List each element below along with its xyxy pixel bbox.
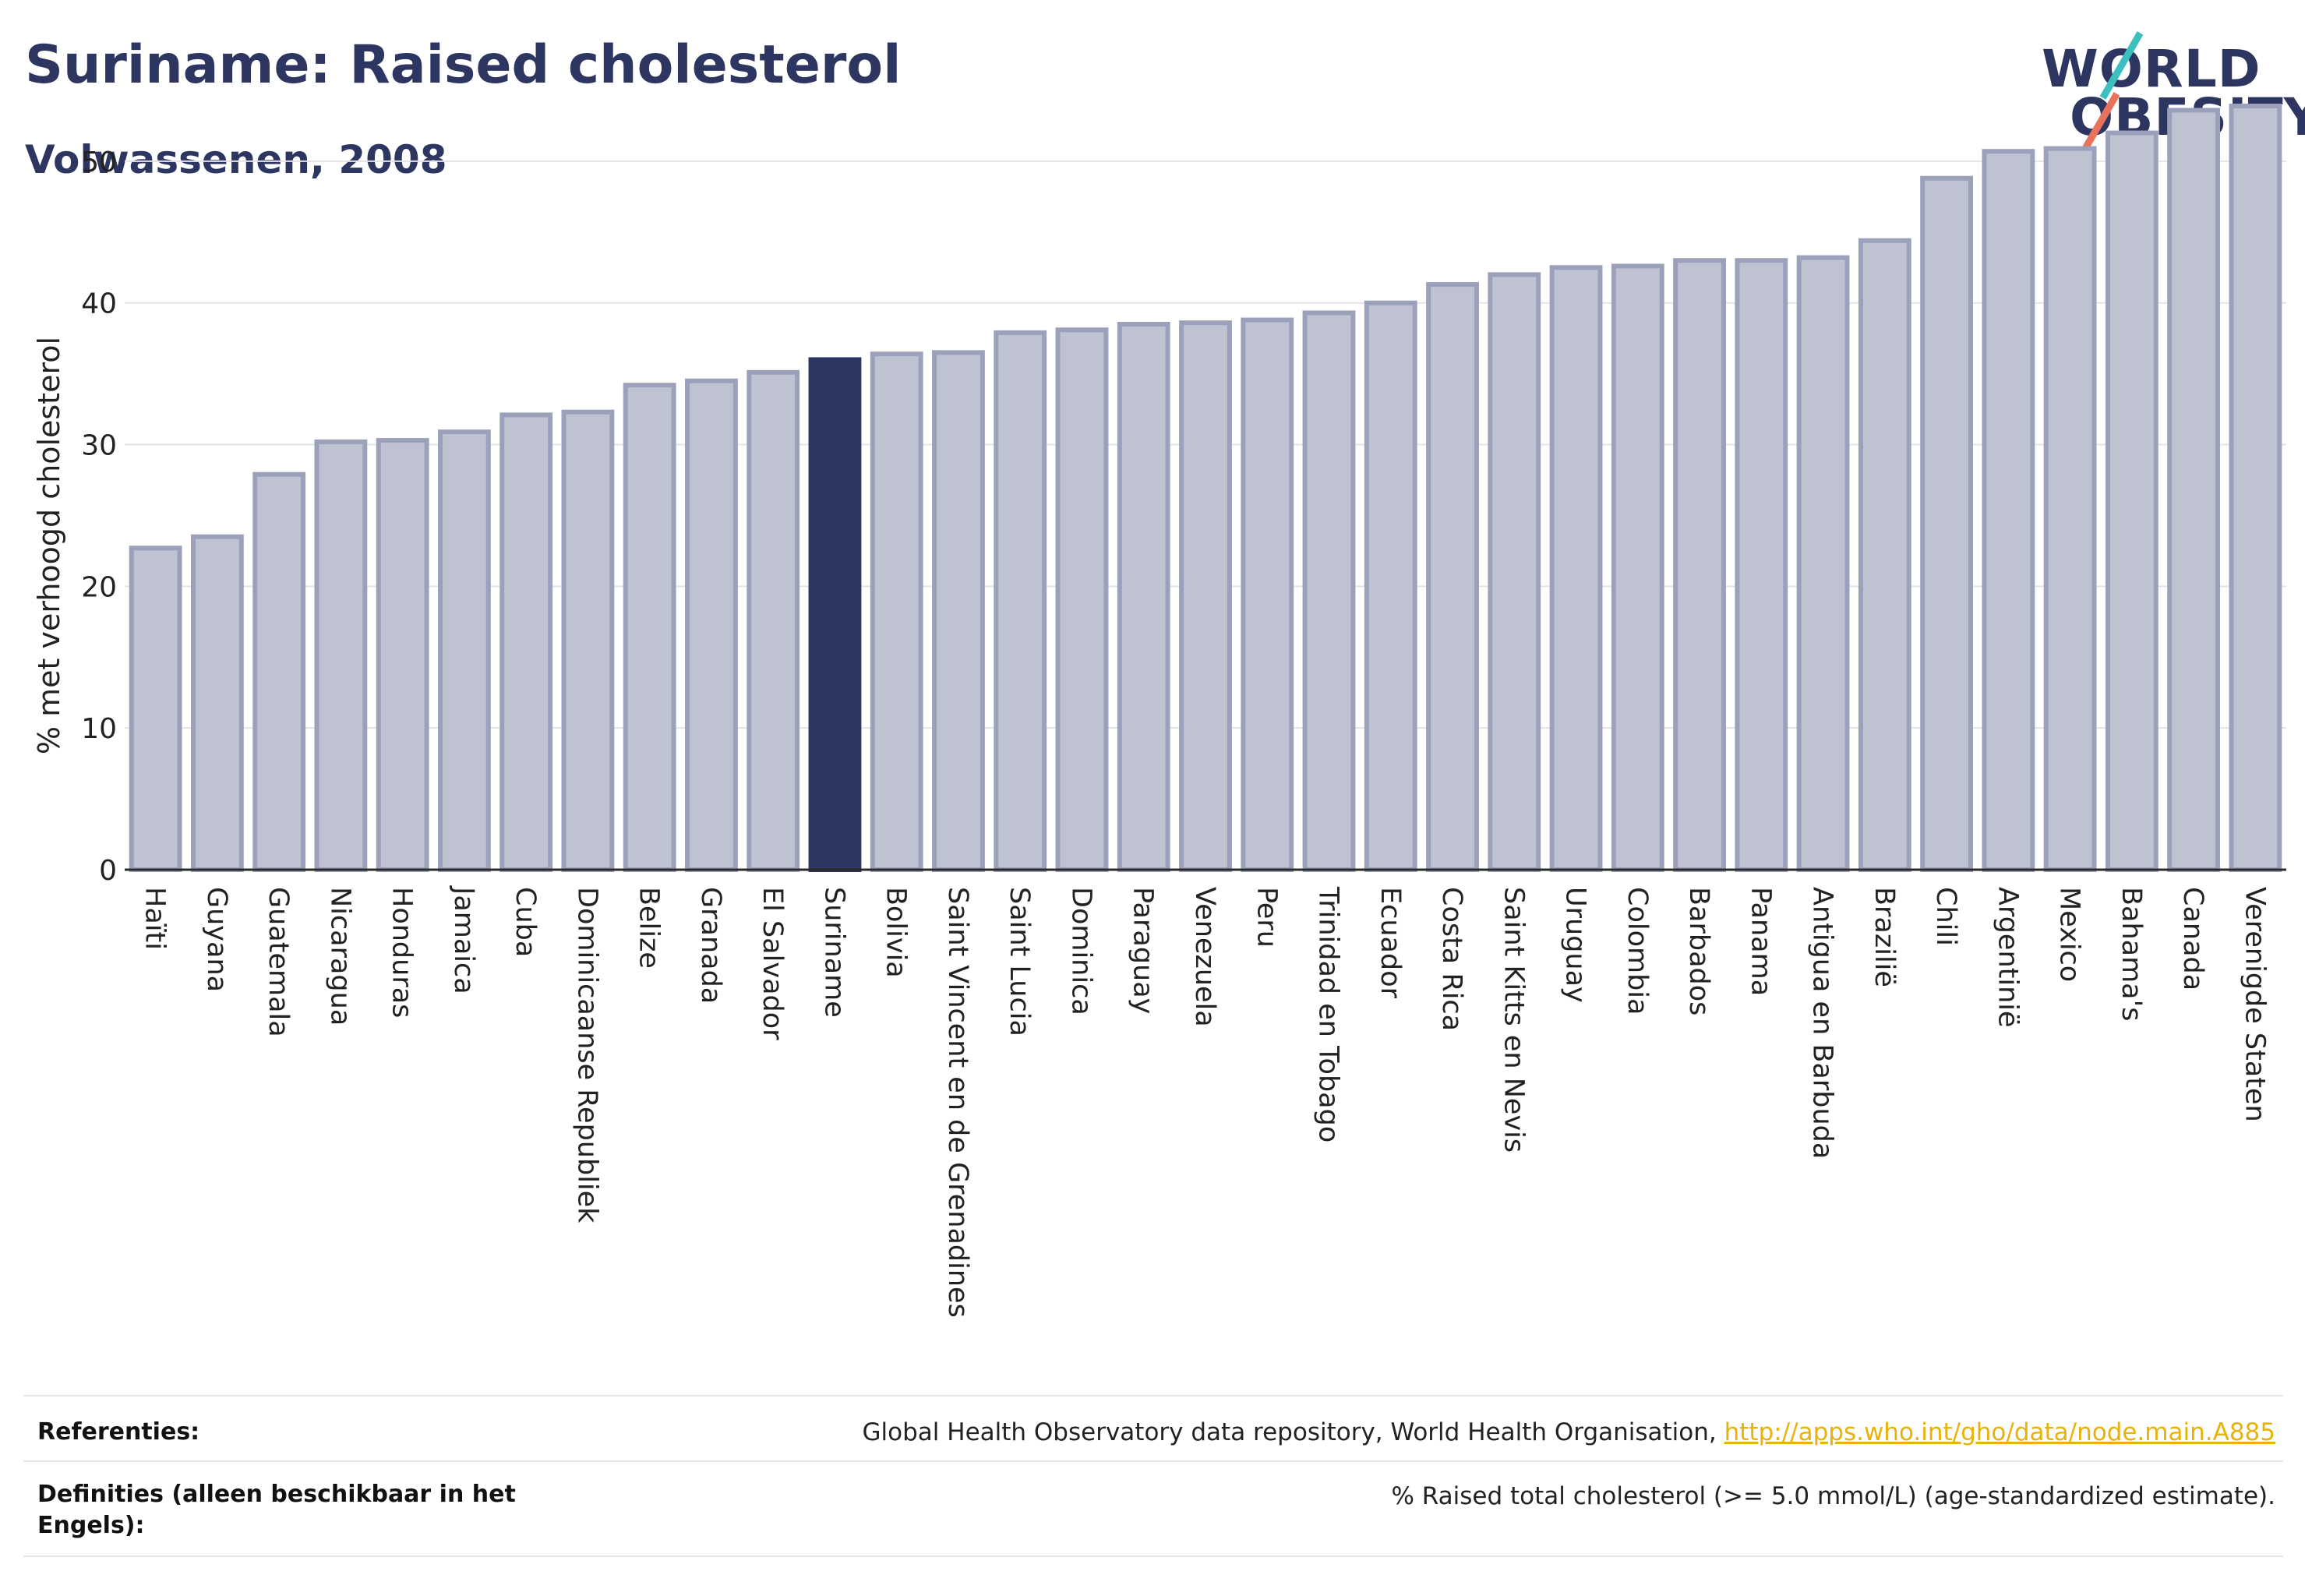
x-tick-label: Bahama's — [2116, 887, 2147, 1022]
footer-divider-top — [23, 1395, 2283, 1396]
bar-20[interactable] — [1364, 300, 1417, 872]
bar-14[interactable] — [994, 330, 1047, 872]
bar-18[interactable] — [1241, 317, 1294, 872]
x-tick-label: Nicaragua — [324, 887, 355, 1026]
x-tick-label: Argentinië — [1992, 887, 2023, 1028]
x-tick-label: Saint Lucia — [1004, 887, 1035, 1036]
bar-8[interactable] — [623, 383, 676, 872]
bar-1[interactable] — [190, 534, 244, 873]
x-tick-label: Dominicaanse Republiek — [571, 887, 602, 1223]
bar-2[interactable] — [252, 471, 306, 873]
x-tick-label: El Salvador — [757, 887, 788, 1040]
x-tick-label: Saint Vincent en de Grenadines — [942, 887, 973, 1318]
bar-3[interactable] — [314, 439, 368, 872]
x-tick-label: Cuba — [510, 887, 541, 957]
bar-9[interactable] — [685, 378, 738, 872]
bar-7[interactable] — [561, 409, 615, 872]
bar-31[interactable] — [2043, 146, 2097, 872]
x-tick-label: Chili — [1930, 887, 1961, 946]
references-label: Referenties: — [37, 1418, 200, 1446]
bar-17[interactable] — [1179, 320, 1232, 872]
bar-32[interactable] — [2105, 130, 2159, 872]
bar-11[interactable] — [808, 357, 862, 873]
x-tick-label: Haïti — [139, 887, 171, 950]
x-tick-label: Jamaica — [448, 885, 479, 994]
x-tick-label: Trinidad en Tobago — [1313, 886, 1344, 1142]
x-tick-labels: Haïti Guyana Guatemala Nicaragua Honduras Jam… — [139, 885, 2271, 1318]
x-tick-label: Venezuela — [1189, 887, 1220, 1027]
y-tick-label: 30 — [81, 430, 117, 462]
bars — [129, 104, 2282, 873]
x-tick-label: Uruguay — [1560, 887, 1591, 1003]
page-subtitle: Volwassenen, 2008 — [25, 137, 447, 182]
x-tick-label: Guyana — [201, 887, 232, 992]
x-tick-label: Bolivia — [881, 887, 912, 978]
bar-30[interactable] — [1982, 149, 2035, 872]
bar-13[interactable] — [932, 350, 985, 872]
bar-19[interactable] — [1302, 310, 1356, 873]
x-tick-label: Canada — [2177, 887, 2208, 990]
page-title: Suriname: Raised cholesterol — [25, 34, 902, 96]
x-tick-label: Panama — [1745, 887, 1776, 996]
bar-28[interactable] — [1858, 238, 1911, 872]
bar-25[interactable] — [1673, 258, 1726, 872]
bar-22[interactable] — [1488, 272, 1541, 872]
y-tick-label: 0 — [99, 855, 117, 887]
bar-24[interactable] — [1611, 263, 1664, 873]
y-tick-label: 20 — [81, 571, 117, 603]
x-tick-label: Honduras — [387, 887, 418, 1018]
definitions-text: % Raised total cholesterol (>= 5.0 mmol/… — [1391, 1482, 2275, 1510]
references-source: Global Health Observatory data repositor… — [862, 1418, 1724, 1446]
y-tick-label: 40 — [81, 288, 117, 320]
x-tick-label: Belize — [634, 887, 665, 969]
x-tick-label: Peru — [1251, 887, 1282, 948]
y-tick-label: 50 — [81, 147, 117, 178]
bar-16[interactable] — [1117, 322, 1170, 872]
x-tick-label: Ecuador — [1375, 887, 1406, 999]
bar-23[interactable] — [1549, 265, 1603, 873]
y-tick-labels: 0 10 20 30 40 50 — [81, 147, 117, 887]
references-link[interactable]: http://apps.who.int/gho/data/node.main.A… — [1724, 1418, 2275, 1446]
bar-34[interactable] — [2229, 104, 2282, 872]
y-tick-label: 10 — [81, 713, 117, 745]
x-tick-label: Verenigde Staten — [2239, 887, 2270, 1122]
x-tick-label: Costa Rica — [1436, 887, 1467, 1031]
bar-6[interactable] — [499, 412, 553, 872]
x-tick-label: Suriname — [818, 887, 849, 1018]
bar-5[interactable] — [438, 429, 491, 872]
x-tick-label: Granada — [695, 887, 726, 1004]
definitions-label: Definities (alleen beschikbaar in het En… — [37, 1481, 516, 1539]
bar-0[interactable] — [129, 546, 182, 872]
bar-10[interactable] — [747, 369, 800, 872]
x-tick-label: Colombia — [1622, 887, 1653, 1015]
bar-chart: 0 10 20 30 40 50 Haïti Guyana Guatemala Nicaragu… — [32, 104, 2286, 1318]
bar-4[interactable] — [376, 438, 429, 872]
footer-divider-middle — [23, 1460, 2283, 1462]
x-tick-label: Guatemala — [263, 887, 294, 1037]
bar-29[interactable] — [1920, 175, 1973, 872]
footer-divider-bottom — [23, 1555, 2283, 1557]
x-tick-label: Dominica — [1065, 887, 1096, 1015]
bar-26[interactable] — [1735, 258, 1788, 872]
bar-27[interactable] — [1796, 255, 1850, 872]
x-tick-label: Brazilië — [1869, 887, 1900, 987]
bar-15[interactable] — [1055, 327, 1109, 873]
x-tick-label: Antigua en Barbuda — [1807, 887, 1838, 1159]
x-tick-label: Saint Kitts en Nevis — [1498, 887, 1529, 1153]
bar-33[interactable] — [2167, 108, 2221, 873]
x-tick-label: Mexico — [2054, 887, 2085, 982]
references-text: Global Health Observatory data repositor… — [863, 1417, 2275, 1448]
y-axis-label: % met verhoogd cholesterol — [32, 337, 66, 754]
x-tick-label: Barbados — [1683, 887, 1714, 1015]
logo-line-1: WORLD — [2042, 39, 2261, 99]
bar-12[interactable] — [870, 351, 923, 872]
bar-21[interactable] — [1426, 282, 1479, 873]
x-tick-label: Paraguay — [1128, 887, 1159, 1014]
